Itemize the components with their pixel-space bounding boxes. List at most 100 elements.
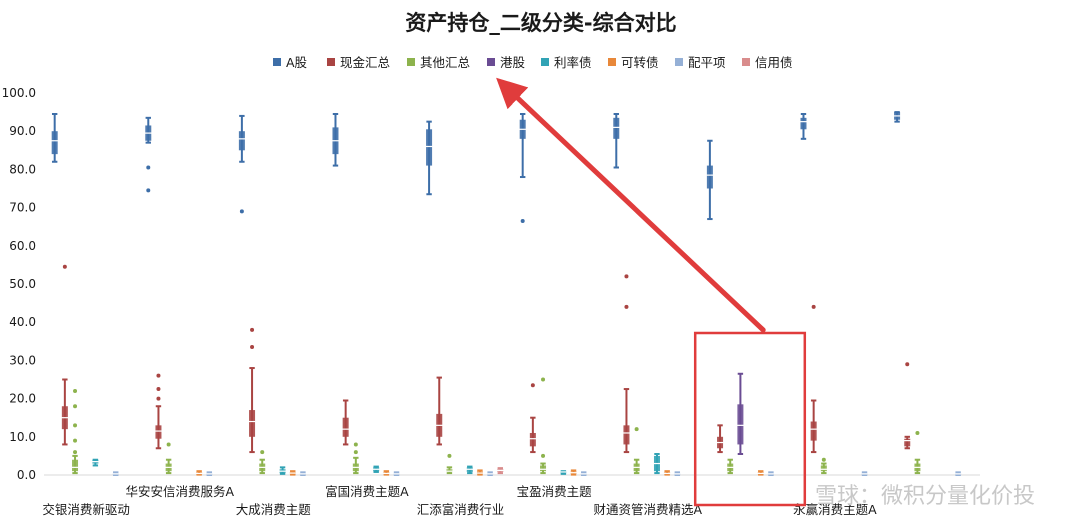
box-6-2 [299, 471, 307, 476]
x-category-label: 宝盈消费主题 [517, 484, 593, 499]
annotation-overlay [496, 77, 807, 507]
legend: A股 现金汇总 其他汇总 港股 利率债 可转债 配平项 信用债 [273, 55, 793, 70]
outlier-point [146, 165, 151, 170]
box-0-9 [893, 111, 901, 123]
plot-area [51, 111, 962, 476]
watermark-text: 雪球：微积分量化价投 [815, 484, 1035, 509]
legend-item: 港股 [487, 55, 526, 70]
outlier-point [530, 383, 535, 388]
box-iqr [249, 410, 256, 437]
box-2-8 [820, 457, 828, 475]
legend-label: 现金汇总 [340, 55, 390, 70]
box-6-5 [580, 471, 588, 476]
outlier-point [250, 327, 255, 332]
legend-item: 信用债 [742, 55, 793, 70]
outlier-point [156, 387, 161, 392]
outlier-point [146, 188, 151, 193]
box-iqr [540, 465, 547, 472]
box-5-4 [476, 469, 484, 476]
legend-swatch [675, 58, 683, 66]
y-axis: 0.0 10.0 20.0 30.0 40.0 50.0 60.0 70.0 80.0 90.0 1… [2, 86, 980, 482]
outlier-point [166, 442, 171, 447]
box-6-0 [112, 471, 120, 476]
legend-item: A股 [273, 55, 308, 70]
outlier-point [905, 362, 910, 367]
outlier-point [73, 404, 78, 409]
outlier-point [73, 450, 78, 455]
outlier-point [73, 438, 78, 443]
outlier-point [541, 453, 546, 458]
x-category-label: 华安安信消费服务A [125, 484, 234, 499]
outlier-point [634, 427, 639, 432]
box-0-0 [51, 113, 58, 163]
box-4-0 [92, 458, 99, 467]
box-5-7 [757, 470, 765, 476]
outlier-point [156, 373, 161, 378]
box-4-3 [372, 465, 380, 473]
box-0-4 [425, 120, 433, 196]
box-iqr [737, 404, 744, 445]
box-iqr [72, 459, 79, 472]
legend-item: 配平项 [675, 55, 726, 70]
box-1-6 [623, 274, 630, 454]
x-category-label: 汇添富消费行业 [417, 502, 505, 517]
box-iqr [529, 432, 536, 447]
x-category-label: 交银消费新驱动 [42, 502, 130, 517]
box-2-9 [914, 430, 921, 475]
outlier-point [624, 304, 629, 309]
legend-item: 其他汇总 [407, 55, 470, 70]
box-2-4 [446, 453, 453, 475]
box-1-2 [248, 327, 256, 454]
box-6-4 [486, 471, 494, 476]
box-iqr [238, 131, 245, 151]
box-4-2 [279, 466, 286, 475]
box-2-7 [726, 458, 734, 475]
box-1-0 [61, 264, 69, 446]
legend-swatch [608, 58, 616, 66]
outlier-point [447, 453, 452, 458]
outlier-point [73, 388, 78, 393]
outlier-point [73, 423, 78, 428]
y-tick-label: 30.0 [9, 353, 36, 367]
box-5-6 [663, 470, 671, 476]
y-tick-label: 0.0 [17, 468, 36, 482]
x-category-label: 富国消费主题A [325, 484, 409, 499]
box-4-5 [560, 470, 567, 475]
legend-label: 配平项 [688, 55, 726, 70]
box-2-2 [258, 450, 266, 475]
box-6-3 [393, 471, 400, 476]
legend-swatch [541, 58, 549, 66]
legend-swatch [327, 58, 335, 66]
box-0-7 [706, 139, 714, 221]
box-4-6 [653, 452, 661, 475]
outlier-point [520, 218, 525, 223]
box-5-2 [289, 470, 297, 476]
box-6-9 [954, 471, 962, 476]
box-iqr [706, 165, 713, 189]
legend-label: A股 [286, 55, 308, 70]
box-2-0 [71, 388, 79, 475]
outlier-point [821, 457, 826, 462]
y-tick-label: 60.0 [9, 239, 36, 253]
box-0-3 [332, 113, 339, 167]
legend-label: 信用债 [755, 55, 793, 70]
legend-label: 港股 [500, 55, 526, 70]
legend-item: 利率债 [541, 55, 592, 70]
box-4-4 [466, 465, 474, 475]
box-7-4 [497, 467, 504, 475]
box-5-1 [195, 470, 203, 476]
outlier-point [541, 377, 546, 382]
box-iqr [613, 117, 620, 139]
box-0-5 [519, 113, 526, 223]
y-tick-label: 90.0 [9, 124, 36, 138]
box-6-7 [767, 471, 775, 476]
box-iqr [342, 417, 349, 437]
box-iqr [820, 465, 827, 472]
x-category-label: 财通资管消费精选A [593, 502, 702, 517]
x-category-label: 永赢消费主题A [793, 502, 877, 517]
outlier-point [239, 209, 244, 214]
box-iqr [426, 129, 433, 166]
y-tick-label: 100.0 [2, 86, 36, 100]
legend-swatch [273, 58, 281, 66]
